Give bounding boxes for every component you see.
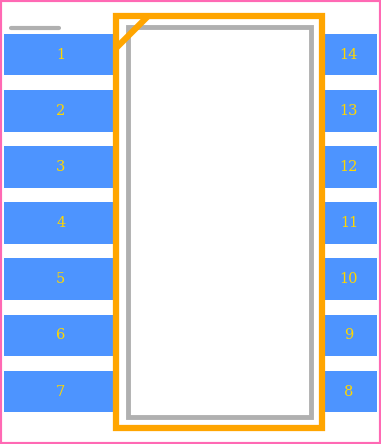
- Text: 6: 6: [56, 329, 66, 342]
- Bar: [320, 315, 377, 356]
- Text: 3: 3: [56, 160, 66, 174]
- Bar: [320, 146, 377, 188]
- Bar: [4, 146, 118, 188]
- Text: 2: 2: [56, 104, 65, 118]
- Bar: [128, 27, 311, 417]
- Bar: [320, 90, 377, 131]
- Text: 12: 12: [340, 160, 358, 174]
- Text: 1: 1: [56, 48, 65, 62]
- Text: 10: 10: [339, 272, 358, 286]
- Text: 4: 4: [56, 216, 65, 230]
- Bar: [320, 202, 377, 244]
- Bar: [4, 202, 118, 244]
- Bar: [320, 371, 377, 412]
- Bar: [4, 258, 118, 300]
- Text: 5: 5: [56, 272, 65, 286]
- Text: 9: 9: [344, 329, 354, 342]
- Text: 13: 13: [339, 104, 358, 118]
- Bar: [4, 90, 118, 131]
- Bar: [4, 371, 118, 412]
- Bar: [320, 34, 377, 75]
- Text: 11: 11: [340, 216, 358, 230]
- Text: 14: 14: [340, 48, 358, 62]
- Bar: [320, 258, 377, 300]
- Text: 7: 7: [56, 385, 65, 399]
- Bar: [116, 16, 322, 428]
- Bar: [4, 34, 118, 75]
- Bar: [4, 315, 118, 356]
- Text: 8: 8: [344, 385, 354, 399]
